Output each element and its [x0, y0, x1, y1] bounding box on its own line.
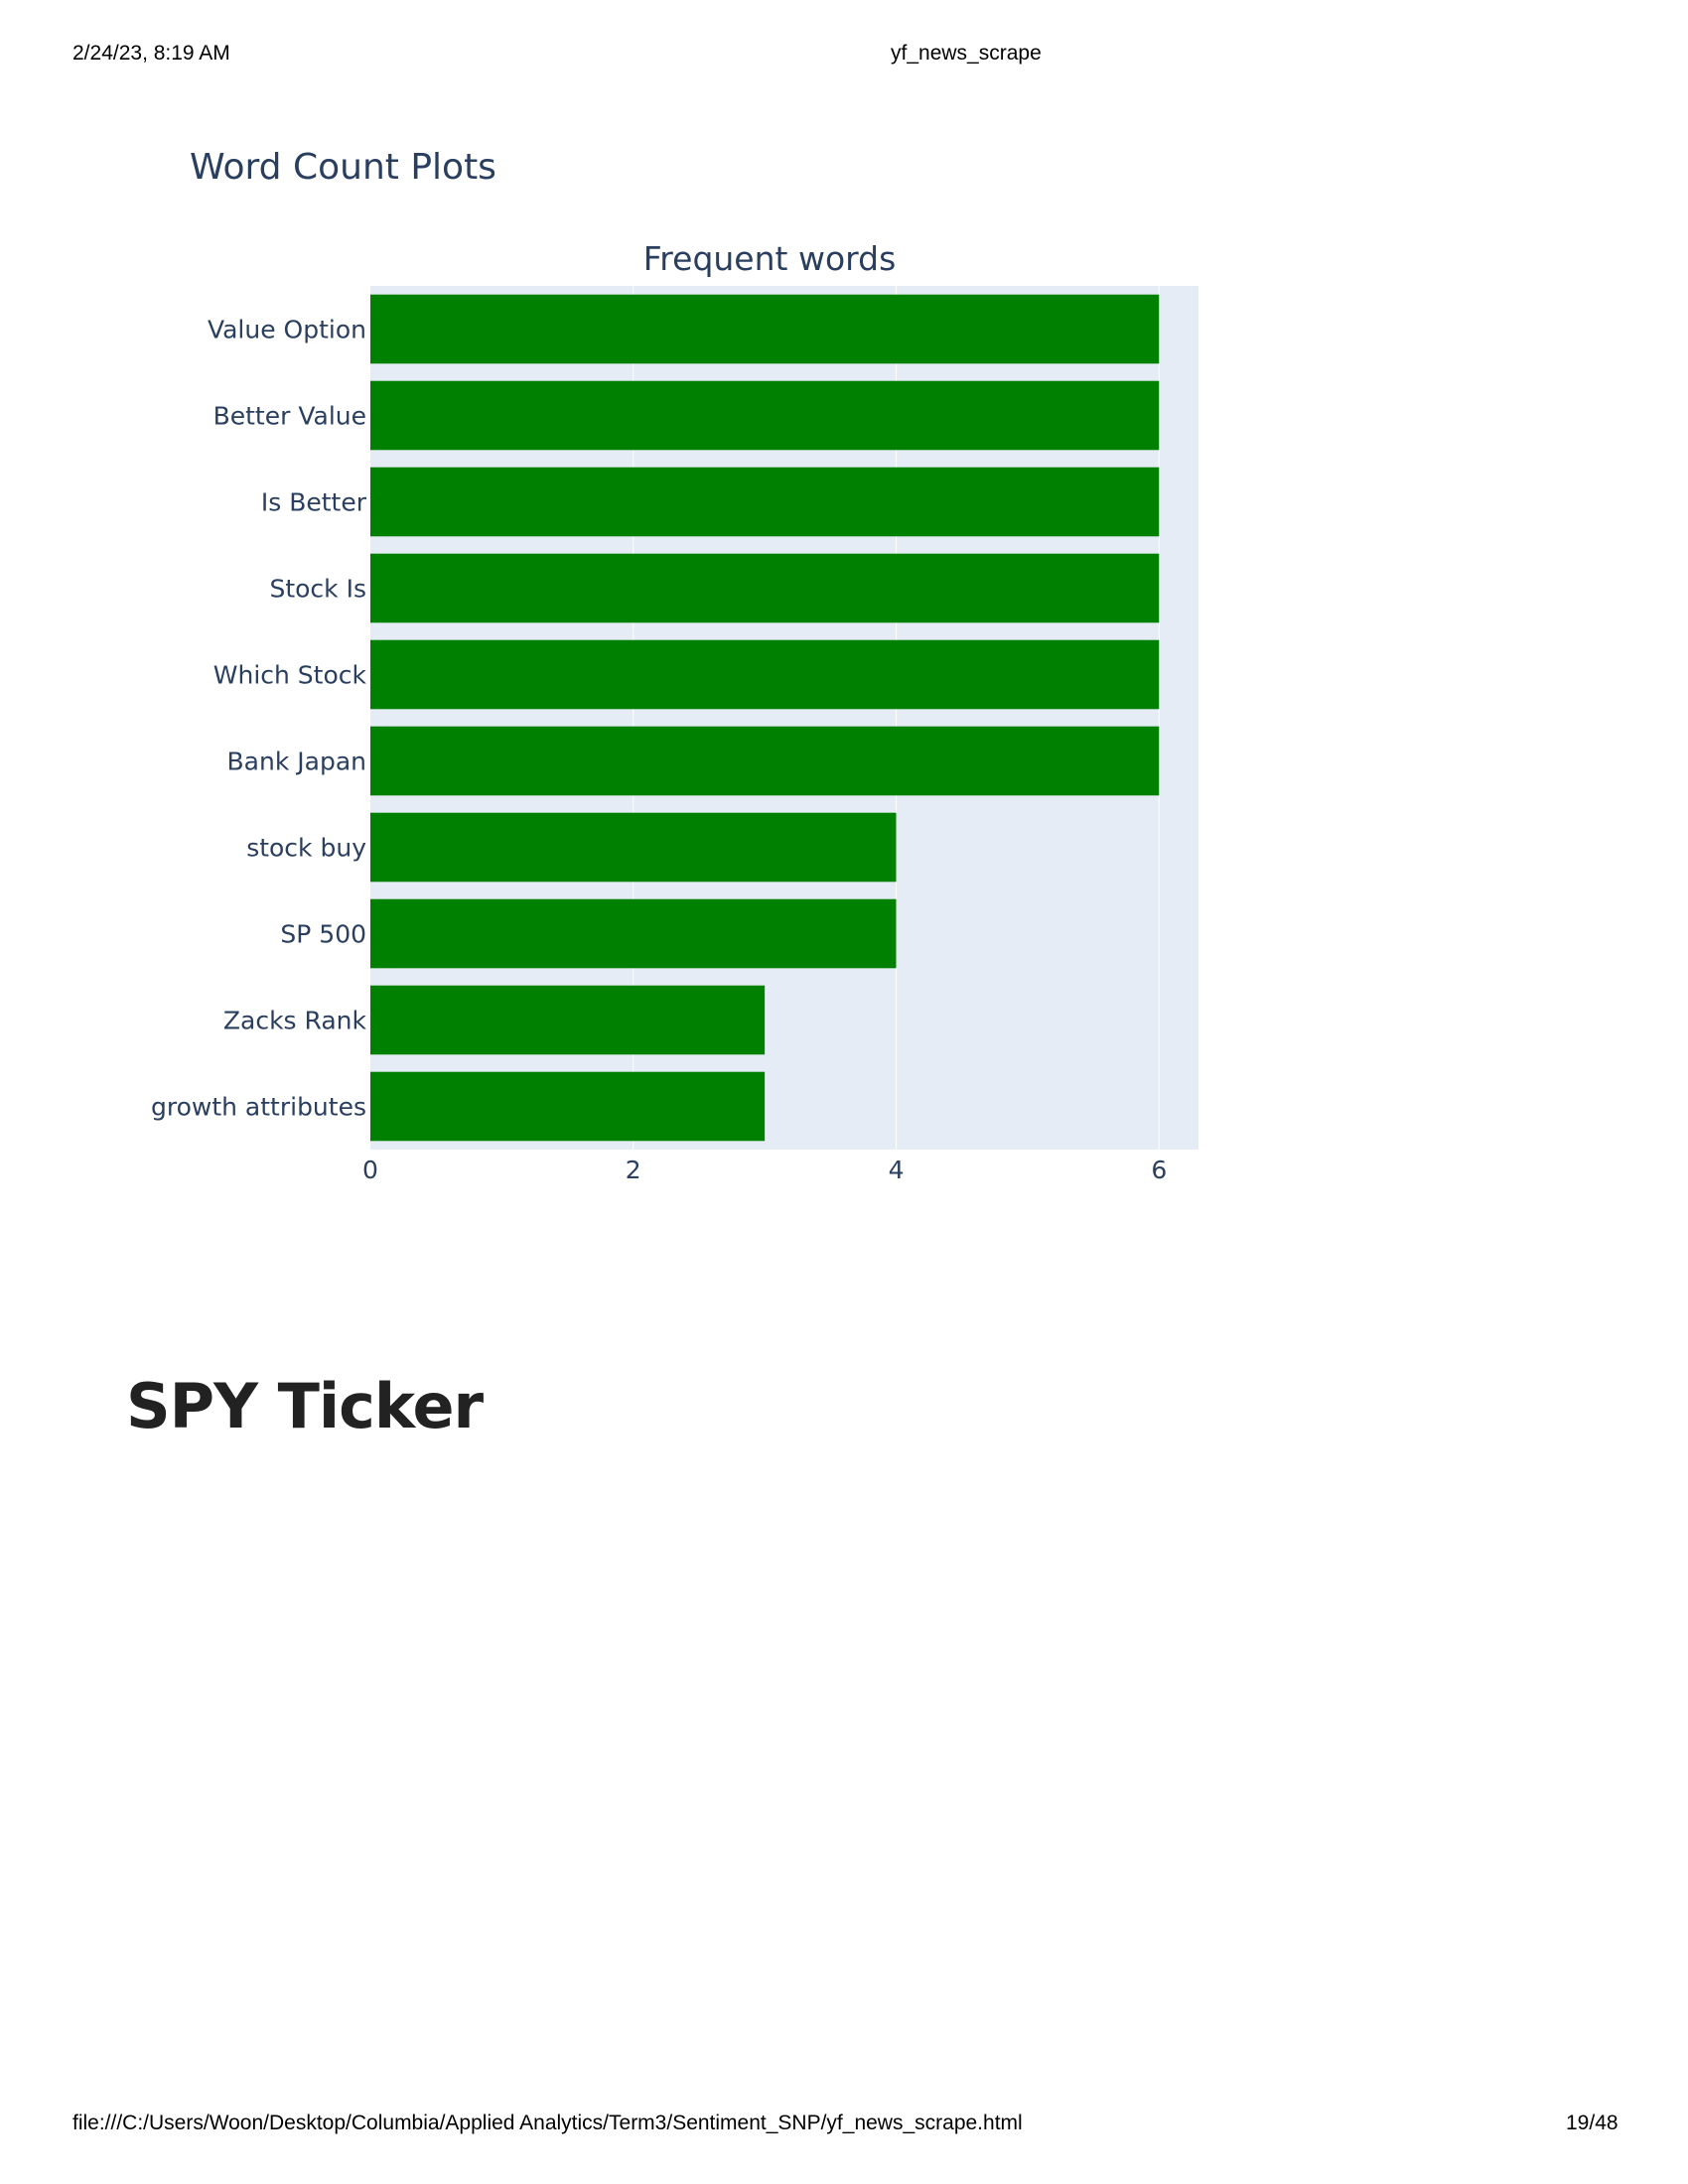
frequent-words-chart: Value Option Better Value Is Better Stock I…	[151, 239, 1198, 1184]
print-url: file:///C:/Users/Woon/Desktop/Columbia/A…	[72, 2112, 1023, 2134]
x-tick-label: 6	[1151, 1156, 1167, 1184]
category-label: Stock Is	[269, 575, 366, 604]
category-label: Zacks Rank	[223, 1007, 367, 1035]
bars	[370, 294, 1160, 1142]
category-label: Bank Japan	[227, 748, 366, 776]
x-tick-label: 0	[362, 1156, 378, 1184]
x-tick-label: 4	[889, 1156, 905, 1184]
category-label: SP 500	[280, 920, 366, 949]
x-tick-label: 2	[626, 1156, 641, 1184]
print-page-number: 19/48	[1566, 2112, 1618, 2134]
chart-title: Frequent words	[643, 239, 897, 278]
category-label: Is Better	[261, 488, 367, 517]
print-date: 2/24/23, 8:19 AM	[72, 42, 230, 65]
bar	[370, 380, 1160, 451]
bar	[370, 898, 897, 969]
bar	[370, 985, 766, 1055]
x-tick-labels: 0 2 4 6	[362, 1156, 1167, 1184]
bar	[370, 467, 1160, 537]
print-doc-title: yf_news_scrape	[891, 42, 1042, 65]
category-label: Which Stock	[213, 661, 367, 690]
category-label: Better Value	[213, 402, 366, 431]
category-label: Value Option	[208, 316, 366, 344]
ticker-heading: SPY Ticker	[126, 1370, 484, 1442]
bar	[370, 812, 897, 883]
bar	[370, 639, 1160, 710]
bar	[370, 1071, 766, 1142]
bar	[370, 294, 1160, 364]
section-title: Word Count Plots	[190, 147, 496, 188]
bar	[370, 726, 1160, 796]
category-label: stock buy	[246, 834, 366, 863]
category-label: growth attributes	[151, 1093, 366, 1122]
category-labels: Value Option Better Value Is Better Stock I…	[151, 316, 367, 1122]
bar	[370, 553, 1160, 623]
chart-svg: Value Option Better Value Is Better Stock I…	[151, 239, 1198, 1184]
